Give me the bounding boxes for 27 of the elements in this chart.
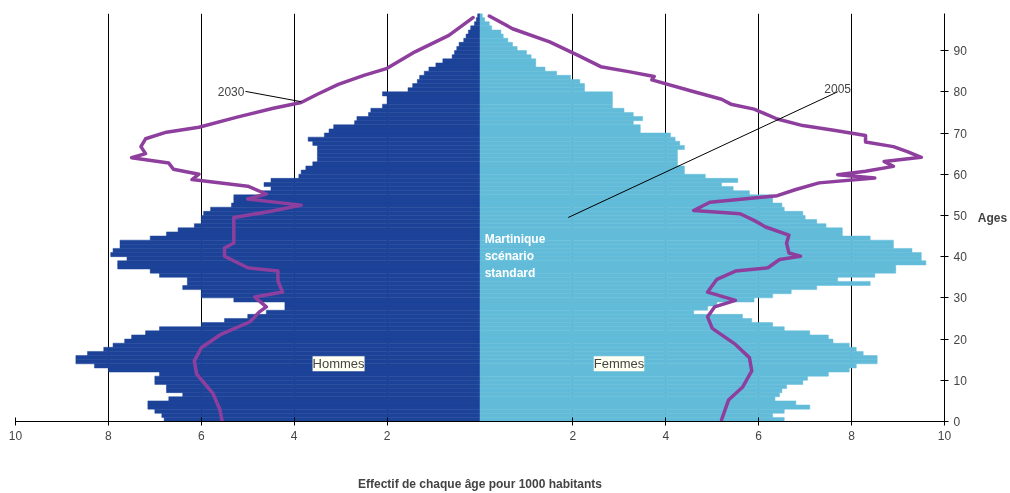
x-tick-label: 8 xyxy=(105,428,113,443)
x-tick-label: 6 xyxy=(755,428,763,443)
annotation: Martinique scénario standard xyxy=(484,231,546,280)
y-tick-label: 10 xyxy=(953,373,968,388)
x-axis-title: Effectif de chaque âge pour 1000 habitants xyxy=(357,476,603,491)
x-tick-label: 10 xyxy=(8,428,23,443)
x-tick-label: 4 xyxy=(662,428,670,443)
x-tick-label: 4 xyxy=(290,428,298,443)
y-tick-label: 20 xyxy=(953,332,968,347)
x-tick-label: 10 xyxy=(937,428,952,443)
y-tick-label: 40 xyxy=(953,250,968,265)
y-tick-label: 60 xyxy=(953,167,968,182)
x-tick-label: 2 xyxy=(383,428,391,443)
x-tick-label: 2 xyxy=(569,428,577,443)
series-label: Femmes xyxy=(593,356,645,372)
x-tick-label: 8 xyxy=(848,428,856,443)
y-tick-label: 90 xyxy=(953,44,968,59)
annotation: 2030 xyxy=(217,84,245,99)
y-tick-label: 0 xyxy=(953,415,961,429)
y-tick-label: 70 xyxy=(953,126,968,141)
x-tick-label: 6 xyxy=(197,428,205,443)
y-tick-label: 50 xyxy=(953,208,968,223)
series-label: Hommes xyxy=(312,356,366,372)
annotation: 2005 xyxy=(824,82,852,97)
y-axis-title: Ages xyxy=(977,210,1008,225)
y-tick-label: 80 xyxy=(953,85,968,100)
y-tick-label: 30 xyxy=(953,291,968,306)
